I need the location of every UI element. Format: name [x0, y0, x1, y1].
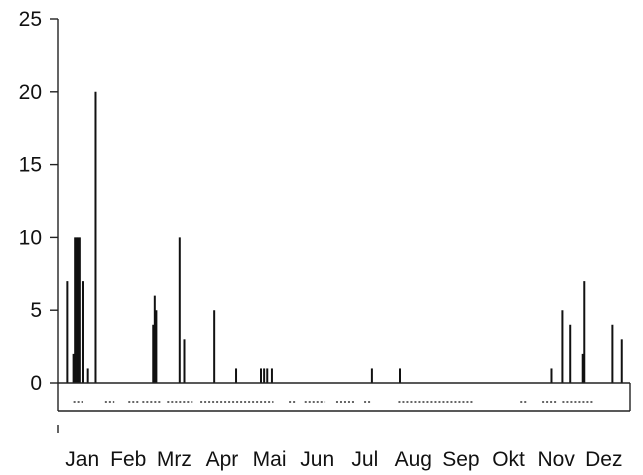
- y-tick-label-0: 0: [30, 372, 42, 395]
- x-tick-label-jul: Jul: [351, 448, 378, 471]
- x-tick-label-feb: Feb: [110, 448, 146, 471]
- y-tick-label-1: 5: [30, 299, 42, 322]
- x-tick-label-apr: Apr: [206, 448, 239, 471]
- x-tick-label-mai: Mai: [253, 448, 287, 471]
- y-tick-label-4: 20: [19, 81, 42, 104]
- y-tick-label-5: 25: [19, 8, 42, 31]
- y-tick-label-3: 15: [19, 154, 42, 177]
- x-axis: Jan Feb Mrz Apr Mai Jun Jul Aug Sep Okt Nov Dez: [57, 425, 622, 471]
- x-tick-label-nov: Nov: [537, 448, 575, 471]
- bars: [66, 91, 623, 383]
- x-tick-label-okt: Okt: [492, 448, 525, 471]
- x-tick-label-sep: Sep: [442, 448, 479, 471]
- x-tick-label-aug: Aug: [395, 448, 432, 471]
- x-tick-label-jun: Jun: [300, 448, 334, 471]
- observation-strip-box: [57, 382, 631, 412]
- y-tick-label-2: 10: [19, 226, 42, 249]
- y-axis: 0 5 10 15 20 25: [19, 8, 59, 395]
- x-tick-label-jan: Jan: [65, 448, 99, 471]
- x-tick-label-mrz: Mrz: [157, 448, 192, 471]
- x-tick-label-dez: Dez: [585, 448, 622, 471]
